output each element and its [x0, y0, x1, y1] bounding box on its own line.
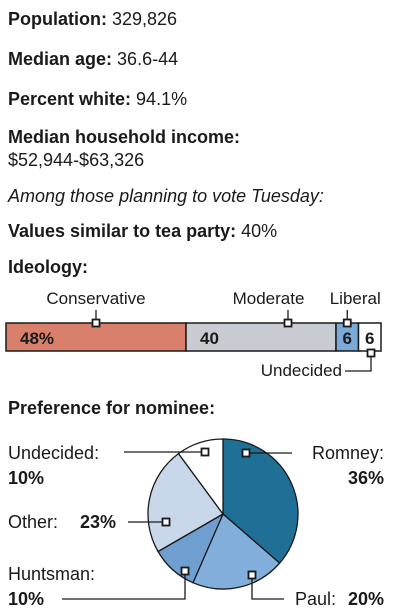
bar-label-conservative: Conservative — [46, 289, 145, 308]
leader-line-undecided — [345, 353, 372, 372]
bar-segment-moderate — [185, 322, 337, 352]
ideology-title: Ideology: — [8, 257, 88, 277]
tea-party-value: 40% — [241, 221, 278, 241]
median-age-stat: Median age: 36.6-44 — [8, 48, 178, 70]
leader-dot-undecided — [366, 348, 376, 358]
pie-value-paul: 20% — [348, 589, 384, 608]
leader-dot-liberal — [342, 318, 352, 328]
bar-label-moderate: Moderate — [233, 289, 305, 308]
income-label: Median household income: — [8, 127, 241, 147]
pie-label-huntsman: Huntsman: — [8, 564, 95, 584]
bar-label-undecided: Undecided — [261, 361, 342, 380]
income-value: $52,944-$63,326 — [8, 150, 145, 170]
ideology-bar-chart: 48% 40 6 6 Conservative Moderate Liberal Undeci… — [5, 289, 382, 380]
bar-value-liberal: 6 — [343, 329, 352, 348]
median-age-label: Median age: — [8, 49, 113, 69]
bar-label-liberal: Liberal — [330, 289, 381, 308]
leader-dot-undecided — [200, 447, 210, 457]
population-stat: Population: 329,826 — [8, 8, 177, 30]
bar-value-conservative: 48% — [20, 329, 54, 348]
pie-label-undecided: Undecided: — [8, 443, 99, 463]
bar-value-moderate: 40 — [200, 329, 219, 348]
median-age-value: 36.6-44 — [117, 49, 179, 69]
population-value: 329,826 — [112, 9, 178, 29]
pie-label-romney: Romney: — [312, 443, 384, 463]
percent-white-stat: Percent white: 94.1% — [8, 88, 187, 110]
percent-white-label: Percent white: — [8, 89, 132, 109]
leader-dot-huntsman — [180, 566, 190, 576]
leader-dot-romney — [241, 448, 251, 458]
pie-label-other: Other: — [8, 512, 58, 532]
leader-dot-conservative — [91, 318, 101, 328]
pie-value-huntsman: 10% — [8, 589, 44, 608]
leader-dot-other — [161, 517, 171, 527]
population-label: Population: — [8, 9, 107, 29]
pie-value-undecided: 10% — [8, 468, 44, 488]
leader-dot-moderate — [283, 318, 293, 328]
tea-party-label: Values similar to tea party: — [8, 221, 237, 241]
tea-party-stat: Values similar to tea party: 40% — [8, 220, 277, 242]
intro-text: Among those planning to vote Tuesday: — [8, 186, 324, 206]
pie-slice-romney — [222, 438, 299, 565]
bar-value-undecided: 6 — [365, 329, 374, 348]
nominee-pie-chart: Romney: 36% Undecided: 10% Other: 23% Huntsman… — [8, 438, 384, 608]
leader-dot-paul — [247, 570, 257, 580]
pie-value-romney: 36% — [348, 468, 384, 488]
pie-label-paul: Paul: — [295, 589, 336, 608]
pie-slice-undecided — [177, 438, 224, 516]
percent-white-value: 94.1% — [136, 89, 188, 109]
pie-value-other: 23% — [80, 512, 116, 532]
leader-line-paul — [251, 575, 284, 600]
bar-segment-conservative — [5, 322, 187, 352]
nominee-title: Preference for nominee: — [8, 398, 216, 418]
pie-slice-other — [147, 452, 224, 553]
leader-line-huntsman — [62, 571, 186, 600]
pie-slice-paul — [192, 512, 281, 590]
